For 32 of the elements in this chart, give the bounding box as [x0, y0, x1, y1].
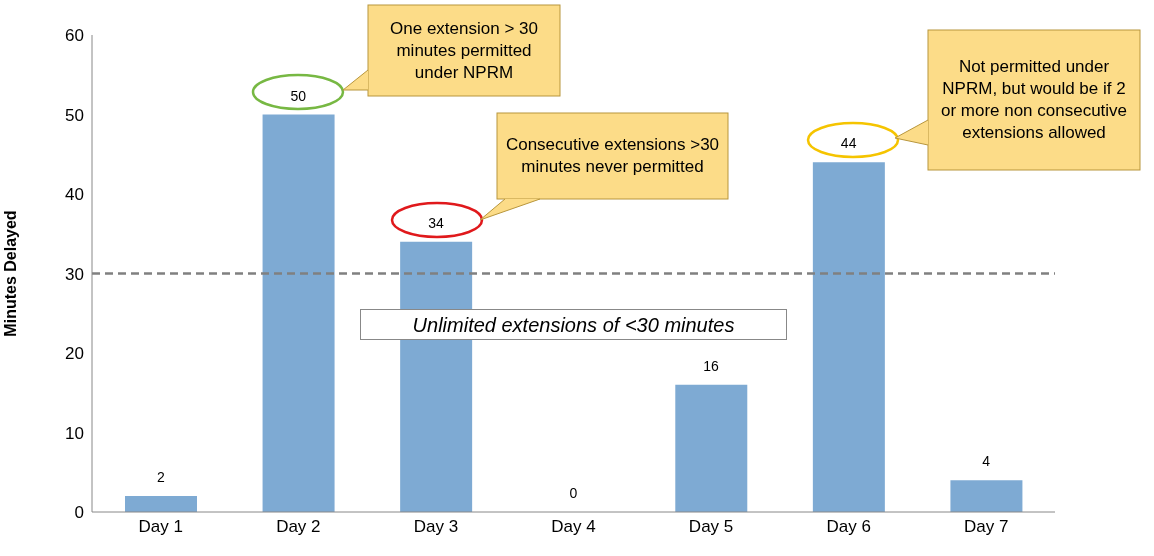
data-label: 4	[982, 453, 991, 470]
x-tick-label: Day 5	[688, 517, 734, 537]
y-tick-label: 40	[65, 185, 84, 205]
y-tick-label: 30	[65, 264, 84, 284]
data-label: 50	[290, 87, 307, 104]
y-tick-label: 20	[65, 344, 84, 364]
bar	[950, 480, 1023, 512]
annotation: Consecutive extensions >30 minutes never permitted	[504, 134, 721, 178]
bar	[262, 114, 335, 512]
annotation: Not permitted under NPRM, but would be if 2 or more non consecutive extensions allowed	[939, 56, 1129, 144]
bar	[812, 162, 885, 512]
y-tick-label: 60	[65, 26, 84, 46]
data-label: 44	[840, 135, 857, 152]
x-tick-label: Day 3	[413, 517, 459, 537]
x-tick-label: Day 7	[964, 517, 1009, 537]
x-tick-label: Day 6	[826, 517, 871, 537]
y-axis-title: Minutes Delayed	[1, 210, 19, 337]
data-label: 34	[428, 214, 444, 231]
x-tick-label: Day 2	[276, 517, 321, 537]
data-label: 2	[156, 469, 165, 486]
y-tick-label: 10	[65, 423, 84, 443]
data-label: 16	[703, 357, 720, 374]
y-tick-label: 50	[65, 105, 84, 125]
bar	[125, 496, 197, 512]
y-tick-label: 0	[74, 503, 84, 523]
x-tick-label: Day 4	[551, 517, 596, 537]
data-label: 0	[569, 485, 578, 501]
ref-line-label: Unlimited extensions of <30 minutes	[412, 313, 735, 336]
bar	[675, 384, 748, 512]
label-frame: Unlimited extensions of <30 minutes	[360, 309, 787, 340]
x-tick-label: Day 1	[138, 517, 183, 537]
annotation: One extension > 30 minutes permitted under NPRM	[389, 17, 539, 84]
